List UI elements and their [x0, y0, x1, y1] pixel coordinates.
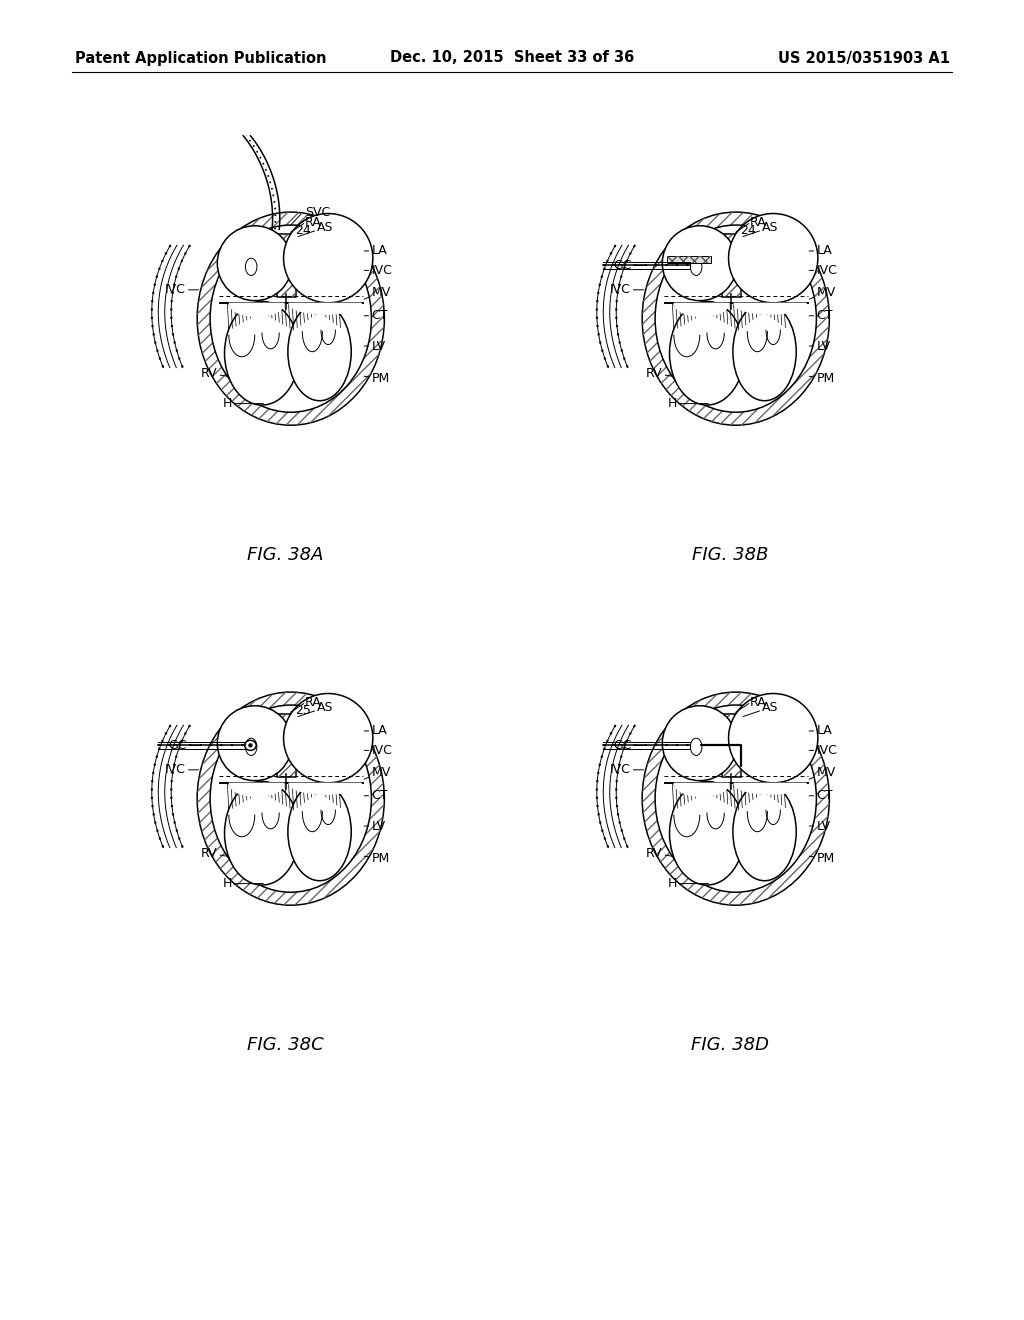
Ellipse shape [288, 302, 351, 401]
Text: RV: RV [201, 847, 227, 859]
Text: Dec. 10, 2015  Sheet 33 of 36: Dec. 10, 2015 Sheet 33 of 36 [390, 50, 634, 66]
Ellipse shape [284, 214, 373, 302]
Text: CT: CT [365, 789, 388, 803]
Bar [278, 714, 296, 777]
Ellipse shape [670, 301, 744, 405]
Text: PM: PM [809, 372, 835, 385]
Text: LA: LA [809, 244, 833, 257]
Ellipse shape [663, 226, 737, 301]
Text: RA: RA [305, 215, 322, 228]
Ellipse shape [284, 693, 373, 783]
Text: RA: RA [305, 696, 322, 709]
Text: H: H [222, 876, 263, 890]
Ellipse shape [217, 706, 292, 780]
Text: CT: CT [365, 309, 388, 322]
Text: CT: CT [809, 789, 833, 803]
Text: LV: LV [809, 339, 830, 352]
Text: IVC: IVC [165, 763, 199, 776]
Text: RA: RA [751, 696, 767, 709]
Text: IVC: IVC [365, 264, 392, 277]
Ellipse shape [210, 705, 372, 892]
Text: MV: MV [809, 285, 836, 300]
Text: FIG. 38B: FIG. 38B [692, 546, 768, 564]
Ellipse shape [655, 705, 816, 892]
Bar [278, 714, 296, 777]
Text: FIG. 38D: FIG. 38D [691, 1036, 769, 1053]
Bar [722, 714, 740, 777]
Text: PM: PM [365, 851, 390, 865]
Text: IVC: IVC [609, 763, 644, 776]
Text: LV: LV [809, 820, 830, 833]
Text: LA: LA [365, 244, 387, 257]
Text: 24: 24 [740, 224, 756, 238]
Bar [722, 235, 740, 297]
Text: US 2015/0351903 A1: US 2015/0351903 A1 [778, 50, 950, 66]
Bar [667, 256, 712, 263]
Ellipse shape [728, 693, 818, 783]
Ellipse shape [210, 224, 372, 412]
Bar [278, 235, 296, 297]
Ellipse shape [224, 781, 299, 884]
Text: AS: AS [743, 701, 779, 717]
Bar [722, 714, 740, 777]
Text: RV: RV [201, 367, 227, 380]
Ellipse shape [670, 781, 744, 884]
Bar [667, 256, 712, 263]
Text: RV: RV [646, 847, 673, 859]
Text: FIG. 38A: FIG. 38A [247, 546, 324, 564]
Text: 25: 25 [295, 705, 311, 717]
Ellipse shape [733, 783, 797, 880]
Ellipse shape [217, 226, 292, 301]
Text: GC: GC [613, 259, 644, 272]
Text: GC: GC [613, 739, 644, 752]
Text: Patent Application Publication: Patent Application Publication [75, 50, 327, 66]
Ellipse shape [728, 214, 818, 302]
Text: IVC: IVC [365, 744, 392, 756]
Ellipse shape [198, 213, 384, 425]
Text: LA: LA [809, 725, 833, 738]
Bar [278, 235, 296, 297]
Ellipse shape [288, 783, 351, 880]
Ellipse shape [733, 302, 797, 401]
Text: H: H [668, 876, 709, 890]
Text: LA: LA [365, 725, 387, 738]
Ellipse shape [655, 224, 816, 412]
Ellipse shape [642, 692, 829, 906]
Text: IVC: IVC [809, 264, 838, 277]
Text: IVC: IVC [165, 284, 199, 296]
Text: H: H [222, 397, 263, 411]
Text: PM: PM [809, 851, 835, 865]
Text: RA: RA [751, 215, 767, 228]
Text: IVC: IVC [609, 284, 644, 296]
Text: H: H [668, 397, 709, 411]
Text: CT: CT [809, 309, 833, 322]
Text: AS: AS [298, 701, 334, 717]
Text: LV: LV [365, 820, 385, 833]
Text: AS: AS [743, 220, 779, 236]
Ellipse shape [642, 213, 829, 425]
Ellipse shape [249, 743, 252, 747]
Bar [722, 235, 740, 297]
Text: MV: MV [365, 285, 390, 300]
Text: 24: 24 [295, 224, 311, 238]
Text: LV: LV [365, 339, 385, 352]
Text: GC: GC [168, 739, 199, 752]
Ellipse shape [224, 301, 299, 405]
Text: FIG. 38C: FIG. 38C [247, 1036, 324, 1053]
Text: MV: MV [365, 766, 390, 779]
Text: PM: PM [365, 372, 390, 385]
Text: RV: RV [646, 367, 673, 380]
Ellipse shape [245, 741, 256, 750]
Ellipse shape [198, 692, 384, 906]
Text: AS: AS [298, 220, 334, 236]
Text: IVC: IVC [809, 744, 838, 756]
Ellipse shape [663, 706, 737, 780]
Text: SVC: SVC [305, 206, 331, 219]
Text: MV: MV [809, 766, 836, 779]
